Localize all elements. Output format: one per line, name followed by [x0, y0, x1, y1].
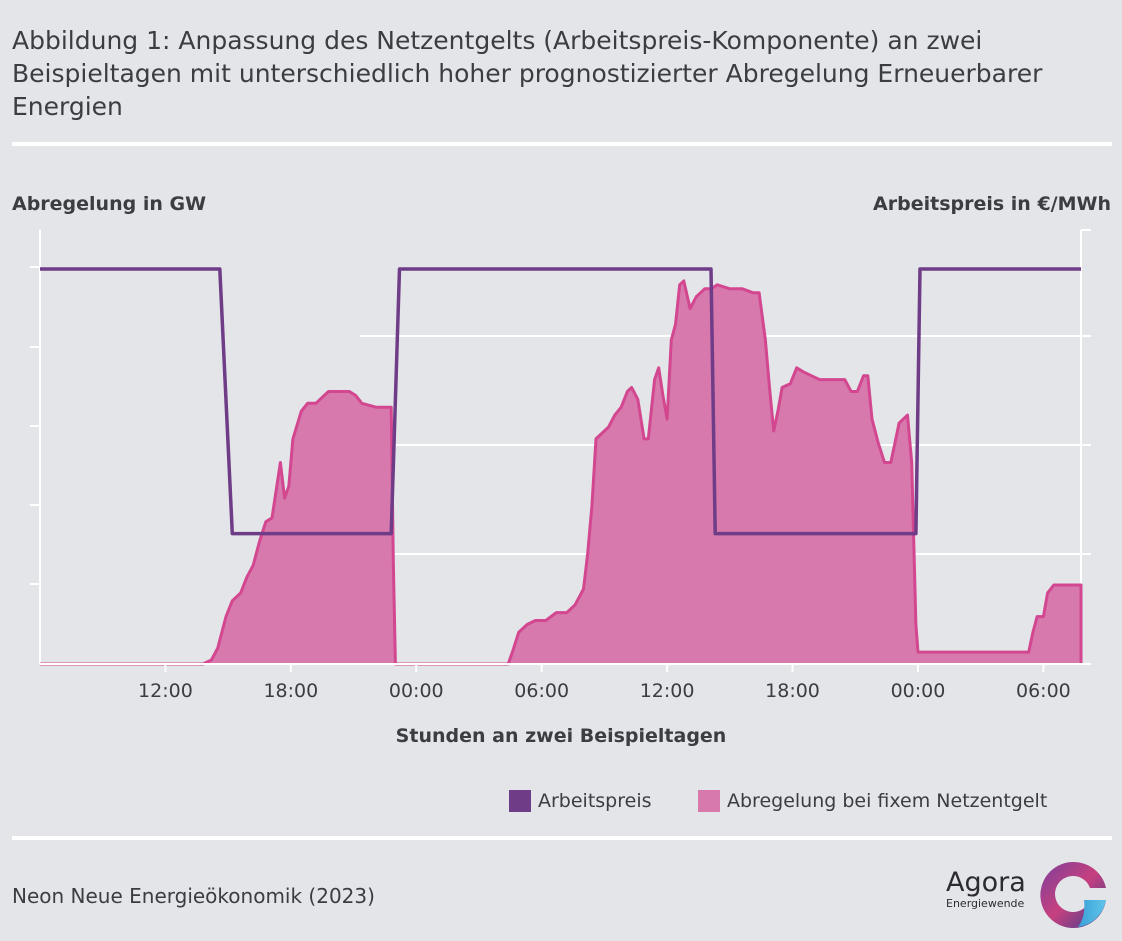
x-tick-label: 06:00 [514, 680, 569, 702]
x-tick-label: 18:00 [263, 680, 318, 702]
x-tick-label: 00:00 [891, 680, 946, 702]
x-tick-label: 18:00 [765, 680, 820, 702]
agora-logo-icon [1040, 861, 1106, 928]
title-line-3: Energien [12, 92, 123, 121]
abregelung-area [40, 280, 1081, 664]
abregelung-outline [40, 279, 1083, 666]
left-axis-title: Abregelung in GW [12, 193, 207, 215]
logo-name: Agora [946, 867, 1026, 898]
grid [30, 229, 1091, 664]
legend-swatch-arbeitspreis [509, 790, 531, 812]
arbeitspreis-line [40, 267, 1081, 536]
agora-logo-text: Agora Energiewende [946, 868, 1026, 910]
title-line-2: Beispieltagen mit unterschiedlich hoher … [12, 59, 1043, 88]
arbeitspreis-line-layer [40, 267, 1081, 536]
legend-label-abregelung: Abregelung bei fixem Netzentgelt [727, 790, 1048, 812]
legend-item-abregelung: Abregelung bei fixem Netzentgelt [698, 789, 1047, 813]
x-tick-label: 12:00 [640, 680, 695, 702]
legend-label-arbeitspreis: Arbeitspreis [538, 790, 652, 812]
title-line-1: Abbildung 1: Anpassung des Netzentgelts … [12, 26, 983, 55]
logo-subtitle: Energiewende [946, 897, 1025, 910]
legend-swatch-abregelung [698, 790, 720, 812]
top-divider [12, 142, 1112, 146]
x-axis: 12:00 18:00 00:00 06:00 12:00 18:00 00:00 06:00 [40, 663, 1091, 702]
x-tick-label: 12:00 [138, 680, 193, 702]
legend-item-arbeitspreis: Arbeitspreis [509, 789, 652, 813]
bottom-divider [12, 836, 1112, 840]
abregelung-area-layer [40, 279, 1083, 666]
x-axis-title: Stunden an zwei Beispieltagen [395, 725, 727, 747]
chart-title: Abbildung 1: Anpassung des Netzentgelts … [12, 24, 1102, 123]
x-tick-label: 06:00 [1016, 680, 1071, 702]
x-tick-label: 00:00 [389, 680, 444, 702]
source-note: Neon Neue Energieökonomik (2023) [12, 884, 375, 908]
right-axis-title: Arbeitspreis in €/MWh [873, 193, 1111, 215]
